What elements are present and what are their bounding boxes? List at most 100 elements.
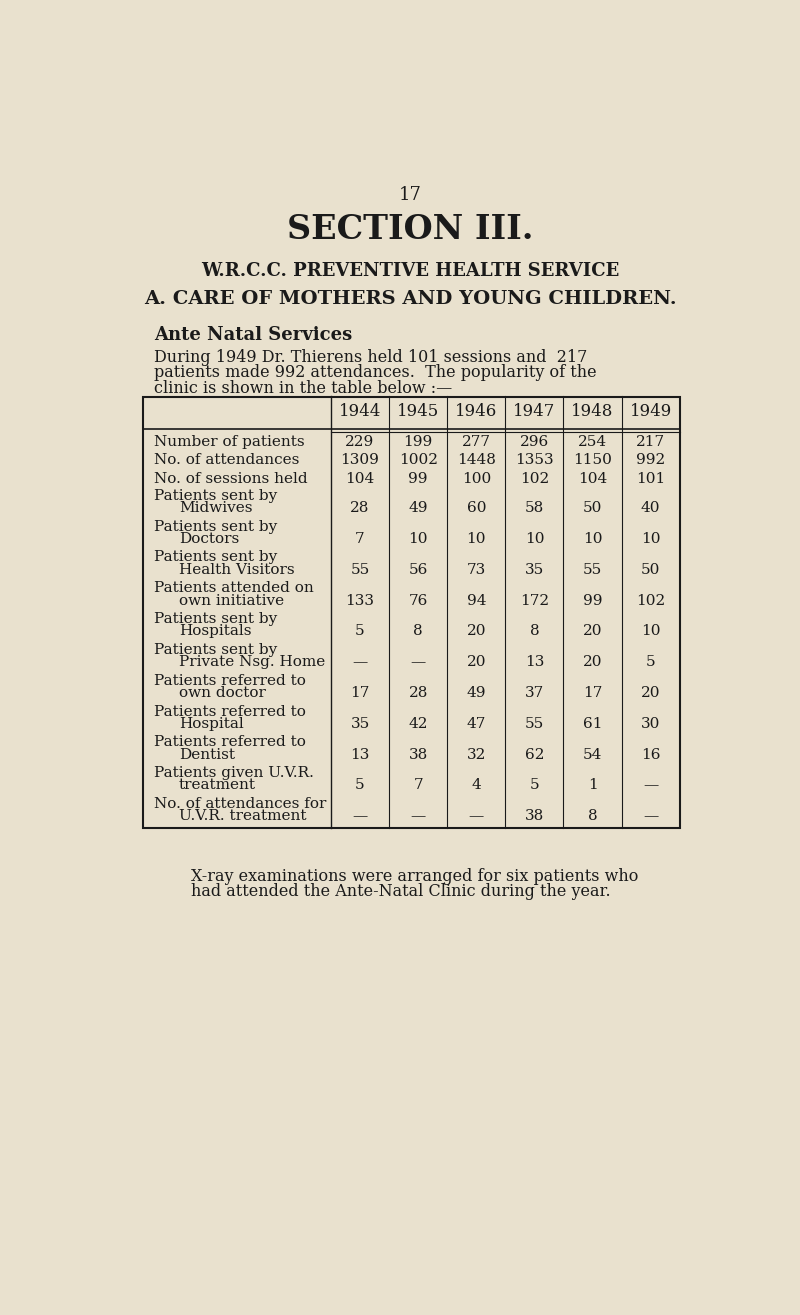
Text: 5: 5 bbox=[355, 625, 365, 638]
Text: 1948: 1948 bbox=[571, 402, 614, 419]
Text: 1949: 1949 bbox=[630, 402, 672, 419]
Text: 28: 28 bbox=[350, 501, 370, 515]
Text: 102: 102 bbox=[636, 593, 666, 608]
Text: 10: 10 bbox=[641, 533, 660, 546]
Text: 16: 16 bbox=[641, 748, 660, 761]
Text: 49: 49 bbox=[466, 686, 486, 700]
Text: A. CARE OF MOTHERS AND YOUNG CHILDREN.: A. CARE OF MOTHERS AND YOUNG CHILDREN. bbox=[144, 291, 676, 308]
Text: Patients referred to: Patients referred to bbox=[154, 735, 306, 750]
Text: 76: 76 bbox=[409, 593, 428, 608]
Text: 254: 254 bbox=[578, 435, 607, 448]
Text: patients made 992 attendances.  The popularity of the: patients made 992 attendances. The popul… bbox=[154, 364, 597, 381]
Text: 55: 55 bbox=[525, 717, 544, 731]
Text: 99: 99 bbox=[408, 472, 428, 487]
Text: 1353: 1353 bbox=[515, 454, 554, 467]
Text: 104: 104 bbox=[578, 472, 607, 487]
Text: treatment: treatment bbox=[179, 778, 256, 793]
Text: 8: 8 bbox=[530, 625, 539, 638]
Text: 1448: 1448 bbox=[457, 454, 496, 467]
Text: 58: 58 bbox=[525, 501, 544, 515]
Text: —: — bbox=[469, 809, 484, 823]
Text: 61: 61 bbox=[582, 717, 602, 731]
Text: 10: 10 bbox=[525, 533, 544, 546]
Text: 172: 172 bbox=[520, 593, 549, 608]
Text: 10: 10 bbox=[466, 533, 486, 546]
Text: 1947: 1947 bbox=[514, 402, 555, 419]
Text: 50: 50 bbox=[583, 501, 602, 515]
Text: Hospital: Hospital bbox=[179, 717, 244, 731]
Text: Patients sent by: Patients sent by bbox=[154, 551, 278, 564]
Text: 10: 10 bbox=[408, 533, 428, 546]
Text: 10: 10 bbox=[582, 533, 602, 546]
Text: 992: 992 bbox=[636, 454, 666, 467]
Text: Patients sent by: Patients sent by bbox=[154, 611, 278, 626]
Text: Patients sent by: Patients sent by bbox=[154, 643, 278, 658]
Text: No. of sessions held: No. of sessions held bbox=[154, 472, 308, 487]
Text: 8: 8 bbox=[414, 625, 423, 638]
Text: 13: 13 bbox=[525, 655, 544, 669]
Text: 60: 60 bbox=[466, 501, 486, 515]
Text: 1309: 1309 bbox=[341, 454, 379, 467]
Text: 102: 102 bbox=[520, 472, 549, 487]
Text: Patients attended on: Patients attended on bbox=[154, 581, 314, 596]
Text: —: — bbox=[643, 809, 658, 823]
Text: Patients sent by: Patients sent by bbox=[154, 519, 278, 534]
Text: 199: 199 bbox=[403, 435, 433, 448]
Text: 37: 37 bbox=[525, 686, 544, 700]
Text: 38: 38 bbox=[525, 809, 544, 823]
Text: Dentist: Dentist bbox=[179, 748, 235, 761]
Text: 17: 17 bbox=[350, 686, 370, 700]
Text: Patients referred to: Patients referred to bbox=[154, 705, 306, 718]
Text: 7: 7 bbox=[414, 778, 423, 793]
Text: 20: 20 bbox=[582, 655, 602, 669]
Text: 217: 217 bbox=[636, 435, 666, 448]
Text: U.V.R. treatment: U.V.R. treatment bbox=[179, 809, 306, 823]
Text: own doctor: own doctor bbox=[179, 686, 266, 700]
Text: 5: 5 bbox=[355, 778, 365, 793]
Text: 35: 35 bbox=[525, 563, 544, 577]
Text: 49: 49 bbox=[408, 501, 428, 515]
Text: —: — bbox=[352, 809, 368, 823]
Text: Private Nsg. Home: Private Nsg. Home bbox=[179, 655, 326, 669]
Text: 17: 17 bbox=[398, 185, 422, 204]
Text: 28: 28 bbox=[409, 686, 428, 700]
Text: 99: 99 bbox=[582, 593, 602, 608]
Text: 55: 55 bbox=[583, 563, 602, 577]
Text: Midwives: Midwives bbox=[179, 501, 253, 515]
Text: 277: 277 bbox=[462, 435, 490, 448]
Text: During 1949 Dr. Thierens held 101 sessions and  217: During 1949 Dr. Thierens held 101 sessio… bbox=[154, 348, 588, 366]
Text: Patients referred to: Patients referred to bbox=[154, 673, 306, 688]
Text: Ante Natal Services: Ante Natal Services bbox=[154, 326, 353, 343]
Text: 5: 5 bbox=[646, 655, 655, 669]
Text: No. of attendances for: No. of attendances for bbox=[154, 797, 326, 811]
Text: Number of patients: Number of patients bbox=[154, 435, 305, 448]
Text: Doctors: Doctors bbox=[179, 533, 239, 546]
Text: 47: 47 bbox=[466, 717, 486, 731]
Text: 100: 100 bbox=[462, 472, 491, 487]
Text: —: — bbox=[410, 809, 426, 823]
Text: 8: 8 bbox=[588, 809, 598, 823]
Text: 1945: 1945 bbox=[397, 402, 439, 419]
Text: 101: 101 bbox=[636, 472, 666, 487]
Bar bbox=[142, 397, 680, 827]
Text: 30: 30 bbox=[641, 717, 660, 731]
Text: 42: 42 bbox=[408, 717, 428, 731]
Text: 20: 20 bbox=[582, 625, 602, 638]
Text: 56: 56 bbox=[409, 563, 428, 577]
Text: 38: 38 bbox=[409, 748, 428, 761]
Text: 7: 7 bbox=[355, 533, 365, 546]
Text: 104: 104 bbox=[346, 472, 374, 487]
Text: —: — bbox=[352, 655, 368, 669]
Text: Patients sent by: Patients sent by bbox=[154, 489, 278, 502]
Text: 94: 94 bbox=[466, 593, 486, 608]
Text: Hospitals: Hospitals bbox=[179, 625, 251, 638]
Text: 17: 17 bbox=[583, 686, 602, 700]
Text: 229: 229 bbox=[346, 435, 374, 448]
Text: 5: 5 bbox=[530, 778, 539, 793]
Text: 1: 1 bbox=[588, 778, 598, 793]
Text: 73: 73 bbox=[466, 563, 486, 577]
Text: 1002: 1002 bbox=[398, 454, 438, 467]
Text: 50: 50 bbox=[641, 563, 660, 577]
Text: had attended the Ante-Natal Clinic during the year.: had attended the Ante-Natal Clinic durin… bbox=[191, 884, 611, 901]
Text: 20: 20 bbox=[466, 625, 486, 638]
